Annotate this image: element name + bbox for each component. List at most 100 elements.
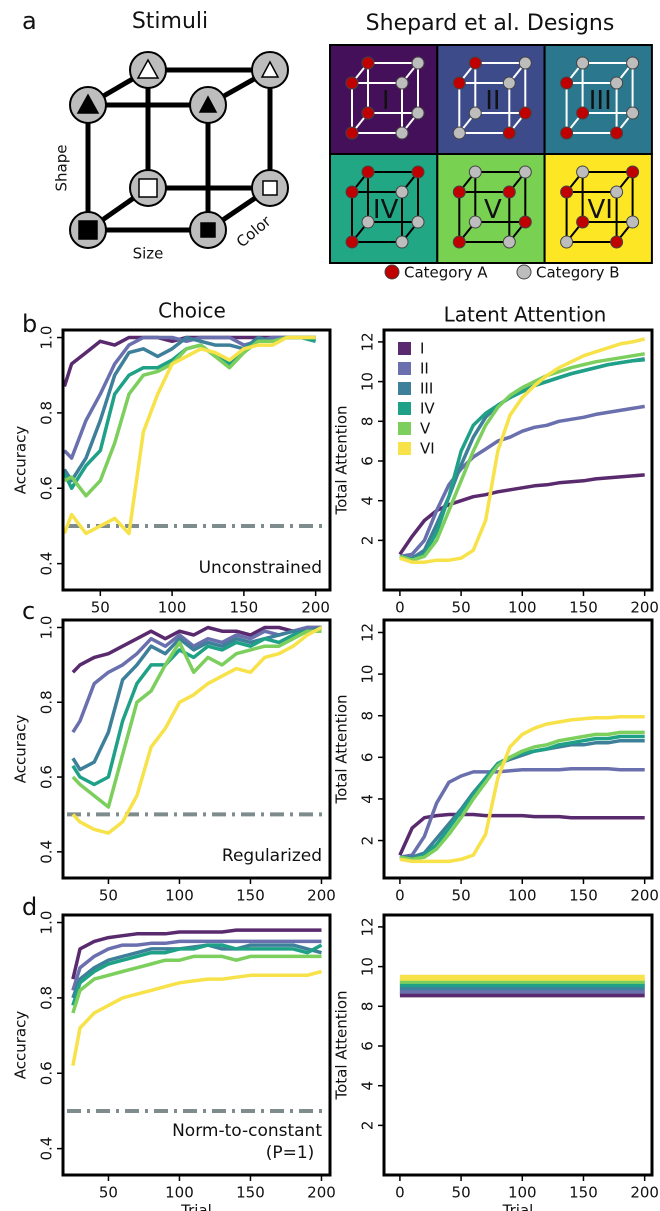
panel-label: c <box>22 597 35 625</box>
x-tick-label: 50 <box>452 1184 471 1202</box>
y-tick-label: 6 <box>359 456 377 466</box>
design-dot <box>395 185 409 199</box>
y-tick-label: 10 <box>359 665 377 684</box>
design-dot <box>411 165 425 179</box>
x-tick-label: 50 <box>91 599 110 617</box>
x-tick-label: 150 <box>569 599 598 617</box>
design-dot <box>610 235 624 249</box>
series-line <box>398 812 645 856</box>
x-axis-label: Trial <box>502 1202 534 1211</box>
y-tick-label: 4 <box>359 794 377 804</box>
design-dot <box>502 235 516 249</box>
y-tick-label: 4 <box>359 1081 377 1091</box>
y-axis-label: Accuracy <box>12 426 30 495</box>
plot-frame <box>382 913 654 1177</box>
design-dot <box>345 185 359 199</box>
design-label: IV <box>373 195 399 225</box>
y-tick-label: 1.0 <box>38 911 56 935</box>
design-dot <box>518 215 532 229</box>
y-tick-label: 10 <box>359 372 377 391</box>
cube-edges <box>85 67 273 233</box>
design-dot <box>518 56 532 70</box>
design-dot <box>502 185 516 199</box>
column-title: Latent Attention <box>444 303 607 327</box>
panel-label: a <box>22 7 37 35</box>
x-tick-label: 150 <box>569 1184 598 1202</box>
plot-frame <box>382 328 654 592</box>
y-tick-label: 1.0 <box>38 326 56 350</box>
design-dot <box>345 76 359 90</box>
y-axis-label: Total Attention <box>333 405 351 515</box>
y-tick-label: 1.0 <box>38 616 56 640</box>
series-line <box>399 715 645 864</box>
y-tick-label: 2 <box>359 1121 377 1131</box>
design-dot <box>576 56 590 70</box>
x-tick-label: 100 <box>158 599 187 617</box>
series-line <box>63 335 316 536</box>
x-tick-label: 200 <box>307 1184 336 1202</box>
y-axis-label: Accuracy <box>12 1011 30 1080</box>
design-dot <box>610 126 624 140</box>
design-dot <box>576 215 590 229</box>
design-dot <box>576 165 590 179</box>
legend-label: VI <box>420 440 435 458</box>
series-line <box>71 943 323 1006</box>
annotation: Norm-to-constant <box>172 1121 322 1141</box>
design-dot <box>560 76 574 90</box>
design-dot <box>452 76 466 90</box>
series-line <box>63 335 316 483</box>
y-tick-label: 4 <box>359 496 377 506</box>
y-tick-label: 0.4 <box>38 1137 56 1161</box>
series-line <box>63 335 316 498</box>
design-dot <box>560 235 574 249</box>
design-dot <box>452 126 466 140</box>
series-line <box>71 954 322 1014</box>
x-tick-label: 0 <box>395 1184 405 1202</box>
dimension-label: Shape <box>53 145 71 192</box>
legend-swatch <box>398 382 411 395</box>
y-tick-label: 0.8 <box>38 690 56 714</box>
y-tick-label: 8 <box>359 417 377 427</box>
design-dot <box>626 215 640 229</box>
annotation: (P=1) <box>266 1143 315 1163</box>
design-dot <box>468 165 482 179</box>
x-tick-label: 50 <box>99 887 118 905</box>
series-line <box>71 969 322 1067</box>
y-tick-label: 12 <box>359 332 377 351</box>
y-tick-label: 2 <box>359 836 377 846</box>
series-line <box>399 738 645 859</box>
legend-swatch <box>398 342 411 355</box>
plot-frame <box>382 618 654 880</box>
x-tick-label: 200 <box>307 887 336 905</box>
design-dot <box>518 165 532 179</box>
design-dot <box>411 215 425 229</box>
y-axis-label: Total Attention <box>333 694 351 804</box>
legend-label: II <box>420 360 429 378</box>
plot-frame <box>61 328 332 592</box>
x-tick-label: 0 <box>395 599 405 617</box>
series-line <box>71 939 322 991</box>
series-line <box>71 625 322 674</box>
series-line <box>71 629 322 809</box>
y-tick-label: 6 <box>359 1041 377 1051</box>
cube-shapes <box>76 58 280 240</box>
design-label: II <box>485 86 500 116</box>
design-label: I <box>382 86 390 116</box>
x-tick-label: 200 <box>301 599 330 617</box>
legend-label: V <box>420 420 431 438</box>
y-tick-label: 8 <box>359 711 377 721</box>
design-dot <box>626 106 640 120</box>
series-line <box>399 404 645 559</box>
design-dot <box>626 165 640 179</box>
series-line <box>399 730 645 862</box>
plot-frame <box>61 618 332 880</box>
x-tick-label: 50 <box>452 887 471 905</box>
designs-title: Shepard et al. Designs <box>366 11 615 36</box>
legend-label: Category B <box>536 264 620 282</box>
x-tick-label: 150 <box>236 887 265 905</box>
panel-label: d <box>22 893 37 921</box>
legend-swatch <box>398 362 411 375</box>
design-label: III <box>589 86 612 116</box>
design-dot <box>576 106 590 120</box>
